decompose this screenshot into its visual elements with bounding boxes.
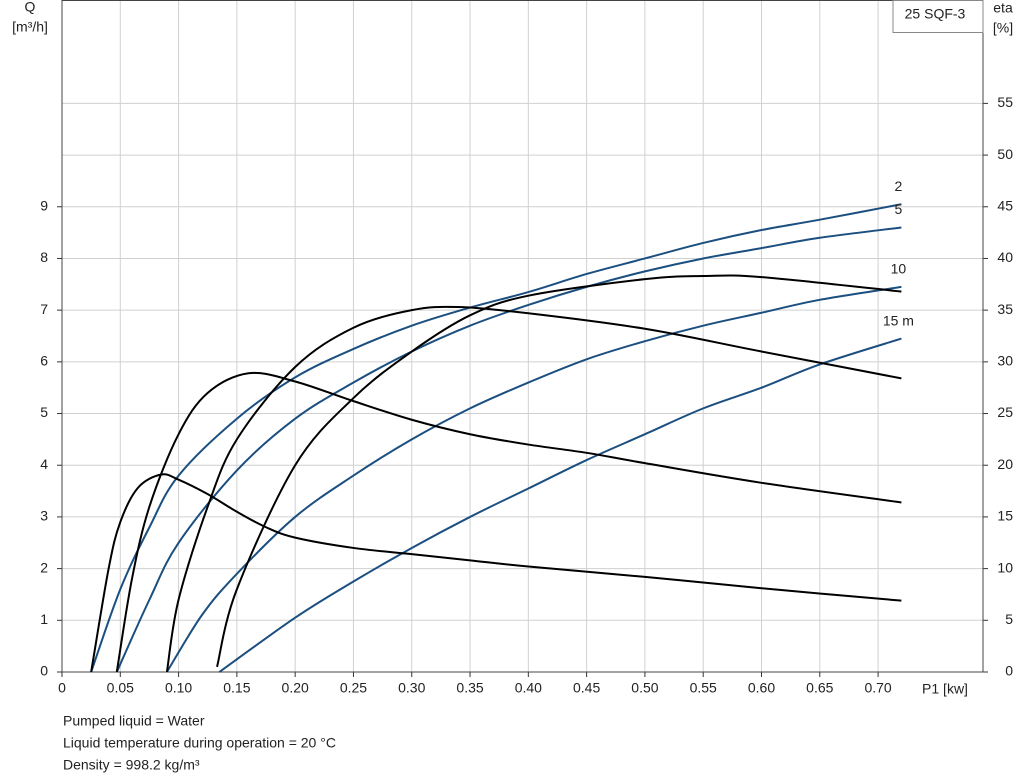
y2-tick-label: 0 [1005, 663, 1013, 679]
x-tick-label: 0.50 [631, 680, 658, 696]
x-tick-label: 0.65 [806, 680, 833, 696]
y2-tick-label: 15 [997, 508, 1013, 524]
curve [165, 305, 902, 673]
curve [166, 285, 902, 673]
curve-label: 15 m [883, 312, 914, 328]
y2-tick-label: 30 [997, 353, 1013, 369]
x-tick-label: 0.70 [864, 680, 891, 696]
x-tick-label: 0.35 [456, 680, 483, 696]
plot-frame [61, 0, 984, 673]
y2-tick-label: 5 [1005, 611, 1013, 627]
legend-label: 25 SQF-3 [905, 6, 966, 22]
x-tick-label: 0.10 [165, 680, 192, 696]
curve [115, 226, 902, 673]
curve [90, 473, 902, 673]
curve [218, 337, 902, 673]
curve [216, 274, 902, 668]
y-tick-label: 2 [40, 559, 48, 575]
y2-tick-label: 20 [997, 456, 1013, 472]
y2-tick-label: 10 [997, 559, 1013, 575]
y-tick-label: 3 [40, 508, 48, 524]
x-tick-label: 0.60 [748, 680, 775, 696]
y-axis-unit: [m³/h] [12, 19, 48, 35]
curve [115, 371, 902, 673]
note: Density = 998.2 kg/m³ [63, 757, 200, 773]
x-tick-label: 0 [58, 680, 66, 696]
curve-label: 2 [894, 178, 902, 194]
y2-tick-label: 45 [997, 197, 1013, 213]
legend-box [892, 0, 984, 33]
y-tick-label: 1 [40, 611, 48, 627]
curve [90, 203, 902, 673]
note: Liquid temperature during operation = 20… [63, 735, 336, 751]
y-tick-label: 0 [40, 663, 48, 679]
x-tick-label: 0.45 [573, 680, 600, 696]
x-axis-label: P1 [kw] [922, 681, 968, 697]
y2-tick-label: 25 [997, 404, 1013, 420]
x-tick-label: 0.15 [223, 680, 250, 696]
y2-axis-label: eta [993, 0, 1013, 16]
y2-tick-label: 50 [997, 146, 1013, 162]
y-tick-label: 9 [40, 197, 48, 213]
y-tick-label: 8 [40, 249, 48, 265]
curve-label: 10 [891, 261, 907, 277]
note: Pumped liquid = Water [63, 713, 205, 729]
y-tick-label: 7 [40, 301, 48, 317]
y2-tick-label: 35 [997, 301, 1013, 317]
y-axis-label: Q [25, 0, 36, 15]
y-tick-label: 6 [40, 353, 48, 369]
y2-tick-label: 55 [997, 94, 1013, 110]
x-tick-label: 0.05 [107, 680, 134, 696]
x-tick-label: 0.40 [515, 680, 542, 696]
x-tick-label: 0.20 [282, 680, 309, 696]
y2-axis-unit: [%] [993, 20, 1013, 36]
y-tick-label: 4 [40, 456, 48, 472]
x-tick-label: 0.30 [398, 680, 425, 696]
curve-label: 5 [894, 201, 902, 217]
y-tick-label: 5 [40, 404, 48, 420]
x-tick-label: 0.55 [690, 680, 717, 696]
x-tick-label: 0.25 [340, 680, 367, 696]
y2-tick-label: 40 [997, 249, 1013, 265]
